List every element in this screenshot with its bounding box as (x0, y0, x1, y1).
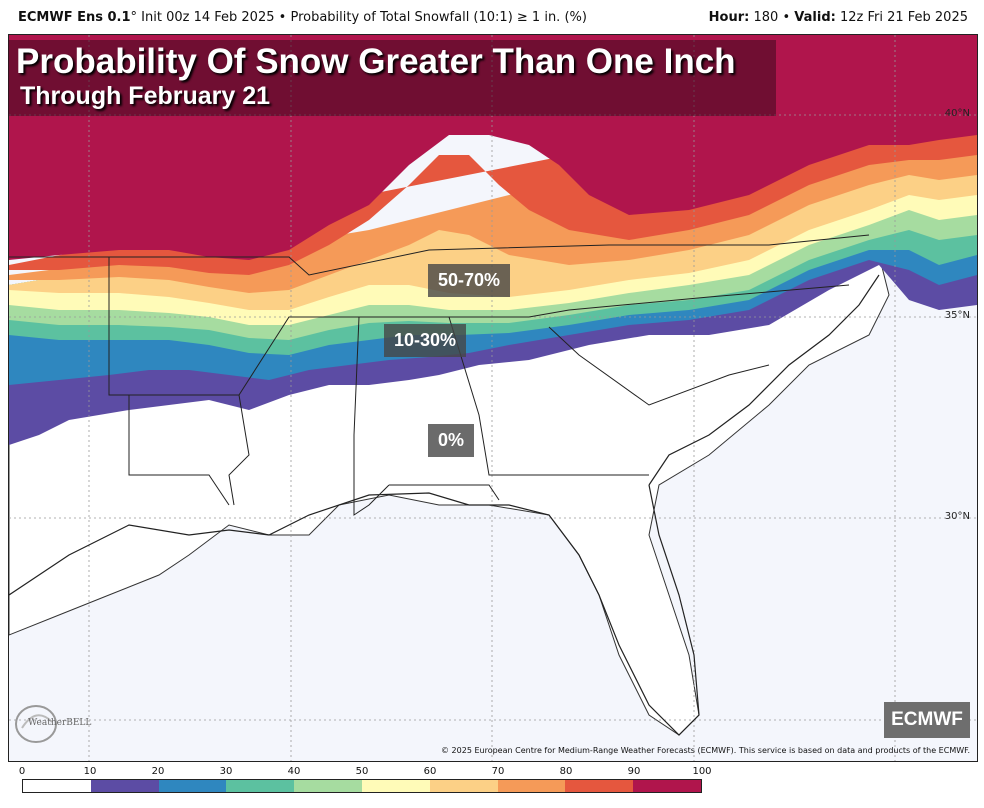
hour-value: 180 (753, 10, 779, 25)
legend-swatch (90, 780, 159, 792)
ecmwf-badge: ECMWF (884, 702, 970, 738)
legend-swatch (361, 780, 430, 792)
separator: • (278, 10, 287, 25)
map-frame (8, 34, 978, 762)
legend-swatch (23, 780, 91, 792)
legend-tick: 80 (559, 766, 573, 777)
title-overlay (8, 40, 776, 116)
legend-swatch (633, 780, 701, 792)
degree-symbol: ° (130, 10, 138, 25)
lat-label-30n: 30°N (944, 511, 970, 522)
legend-swatch (294, 780, 362, 792)
valid-value: 12z Fri 21 Feb 2025 (839, 10, 968, 25)
label-mid-probability: 10-30% (384, 324, 467, 357)
map-title: Probability Of Snow Greater Than One Inc… (16, 42, 736, 81)
legend-tick: 60 (423, 766, 437, 777)
valid-label: Valid: (794, 10, 836, 25)
legend-swatch (565, 780, 634, 792)
weatherbell-logo-icon (15, 705, 57, 743)
lat-label-35n: 35°N (944, 310, 970, 321)
state-boundaries (9, 234, 870, 516)
legend-tick: 100 (692, 766, 712, 777)
legend-swatch (158, 780, 227, 792)
legend-swatch (497, 780, 566, 792)
legend-tick: 0 (18, 766, 26, 777)
header-right: Hour: 180 • Valid: 12z Fri 21 Feb 2025 (709, 10, 968, 25)
legend-tick: 40 (287, 766, 301, 777)
legend-tick: 20 (151, 766, 165, 777)
legend-swatch (429, 780, 498, 792)
header-left: ECMWF Ens 0.1° Init 00z 14 Feb 2025 • Pr… (18, 10, 587, 25)
label-zero-probability: 0% (428, 424, 475, 457)
legend-tick: 70 (491, 766, 505, 777)
header-bar: ECMWF Ens 0.1° Init 00z 14 Feb 2025 • Pr… (0, 0, 984, 34)
copyright-notice: © 2025 European Centre for Medium-Range … (441, 746, 970, 755)
lat-label-40n: 40°N (944, 108, 970, 119)
legend-tick: 30 (219, 766, 233, 777)
label-high-probability: 50-70% (428, 264, 511, 297)
legend-swatch (226, 780, 295, 792)
coastline (9, 274, 880, 736)
hour-label: Hour: (708, 10, 750, 25)
snow-probability-map (9, 35, 977, 761)
legend-tick: 50 (355, 766, 369, 777)
map-subtitle: Through February 21 (20, 82, 271, 110)
model-name: ECMWF Ens 0.1 (18, 10, 131, 25)
legend-color-bar (22, 779, 702, 793)
init-time: Init 00z 14 Feb 2025 (141, 10, 275, 25)
product-name: Probability of Total Snowfall (10:1) ≥ 1… (290, 10, 587, 25)
legend-ticks: 0 10 20 30 40 50 60 70 80 90 100 (18, 766, 712, 778)
color-legend: 0 10 20 30 40 50 60 70 80 90 100 (18, 766, 712, 796)
legend-tick: 90 (627, 766, 641, 777)
separator: • (782, 10, 791, 25)
legend-tick: 10 (83, 766, 97, 777)
logo-text: WeatherBELL (28, 718, 92, 728)
